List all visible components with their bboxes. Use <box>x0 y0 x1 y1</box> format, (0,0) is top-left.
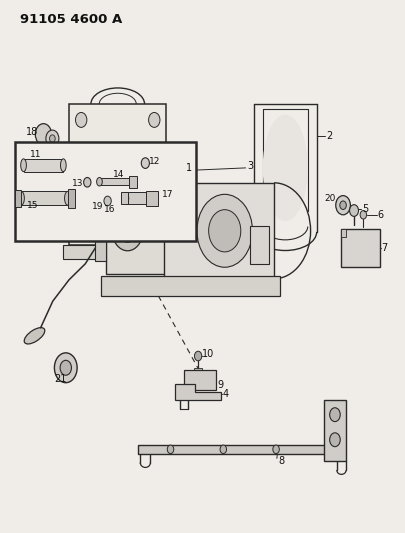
Bar <box>183 370 215 390</box>
Circle shape <box>359 211 366 219</box>
Bar <box>23 159 63 172</box>
Circle shape <box>125 175 132 185</box>
Bar <box>323 400 345 461</box>
Circle shape <box>75 112 87 127</box>
Bar <box>340 229 379 266</box>
Ellipse shape <box>60 159 66 172</box>
Circle shape <box>104 196 111 206</box>
Polygon shape <box>166 181 184 213</box>
Text: 7: 7 <box>381 243 387 253</box>
Circle shape <box>55 191 65 204</box>
Polygon shape <box>138 445 324 454</box>
Text: 6: 6 <box>377 210 383 220</box>
Circle shape <box>329 408 339 422</box>
Text: 15: 15 <box>27 201 38 210</box>
Bar <box>164 183 273 279</box>
Circle shape <box>208 209 240 252</box>
Text: 21: 21 <box>55 375 67 384</box>
Bar <box>126 192 147 204</box>
Text: 12: 12 <box>149 157 160 166</box>
Text: 19: 19 <box>92 203 103 211</box>
Bar <box>69 104 166 245</box>
Text: 16: 16 <box>104 205 115 214</box>
Circle shape <box>60 360 71 375</box>
Circle shape <box>349 205 358 216</box>
Bar <box>194 368 201 370</box>
Circle shape <box>54 353 77 383</box>
Text: 14: 14 <box>113 171 124 179</box>
Bar <box>249 226 269 264</box>
Circle shape <box>194 351 201 361</box>
Circle shape <box>148 112 160 127</box>
Circle shape <box>83 177 91 187</box>
Circle shape <box>170 191 180 204</box>
Circle shape <box>112 210 143 251</box>
Ellipse shape <box>21 159 26 172</box>
Bar <box>99 178 130 185</box>
Bar <box>146 191 157 206</box>
Circle shape <box>339 201 345 209</box>
Circle shape <box>220 445 226 454</box>
Bar <box>95 232 105 261</box>
Circle shape <box>335 196 350 215</box>
Ellipse shape <box>262 115 307 221</box>
Text: 4: 4 <box>222 390 228 399</box>
Circle shape <box>148 222 160 237</box>
Bar <box>68 189 75 208</box>
Text: 91105 4600 A: 91105 4600 A <box>20 13 122 26</box>
Ellipse shape <box>64 191 71 205</box>
Bar <box>15 142 196 241</box>
Text: 3: 3 <box>246 161 252 171</box>
Circle shape <box>118 219 136 242</box>
Text: 13: 13 <box>72 180 83 188</box>
Circle shape <box>167 445 173 454</box>
Bar <box>119 173 138 187</box>
Bar <box>340 229 345 237</box>
Bar <box>121 192 128 204</box>
Bar <box>15 190 21 207</box>
Circle shape <box>329 433 339 447</box>
Bar <box>101 276 279 296</box>
Circle shape <box>196 195 252 267</box>
Circle shape <box>141 158 149 168</box>
Bar <box>105 187 168 274</box>
Text: 9: 9 <box>217 380 223 390</box>
Text: 20: 20 <box>324 195 335 203</box>
Polygon shape <box>175 384 221 400</box>
Text: 17: 17 <box>161 190 173 199</box>
Bar <box>129 176 137 188</box>
Circle shape <box>75 222 87 237</box>
Polygon shape <box>51 181 69 213</box>
Text: 1: 1 <box>185 163 192 173</box>
Text: 11: 11 <box>30 150 42 159</box>
Text: 2: 2 <box>325 131 331 141</box>
Text: 10: 10 <box>202 350 214 359</box>
Circle shape <box>49 135 55 142</box>
Ellipse shape <box>96 177 102 186</box>
Text: 18: 18 <box>26 127 38 137</box>
Circle shape <box>46 130 59 147</box>
Circle shape <box>35 124 51 145</box>
Bar <box>21 191 68 205</box>
Text: 5: 5 <box>361 204 367 214</box>
Ellipse shape <box>123 192 128 204</box>
Bar <box>63 245 172 259</box>
Ellipse shape <box>18 191 24 205</box>
Ellipse shape <box>24 328 45 344</box>
Circle shape <box>272 445 279 454</box>
Text: 8: 8 <box>277 456 284 466</box>
